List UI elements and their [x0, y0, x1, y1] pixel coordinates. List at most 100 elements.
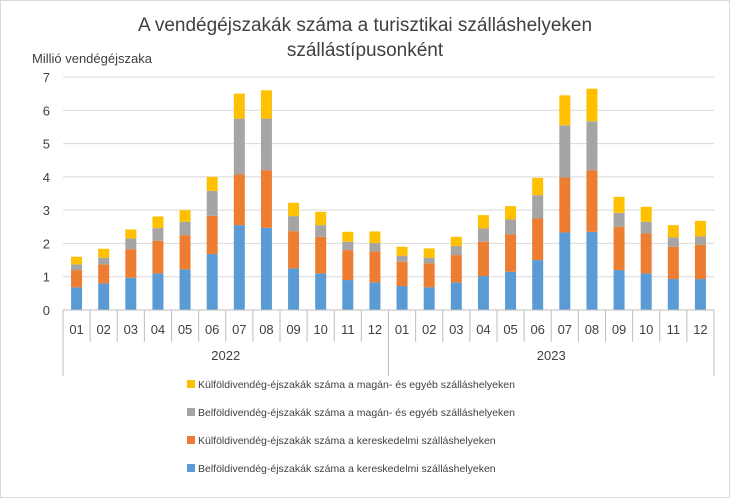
bar-segment-s0-7	[260, 227, 272, 310]
bar-segment-s2-12	[396, 255, 408, 262]
x-tick-label: 03	[124, 322, 138, 337]
bar-segment-s2-20	[613, 212, 625, 227]
bar-segment-s0-18	[559, 232, 571, 310]
bars	[71, 88, 706, 310]
bar-segment-s2-0	[71, 264, 83, 271]
bar-segment-s2-19	[586, 121, 598, 171]
bar-segment-s3-12	[396, 246, 408, 256]
y-tick-label: 1	[43, 270, 50, 285]
bar-segment-s2-5	[206, 190, 218, 216]
bar-segment-s2-21	[640, 221, 652, 234]
bar-segment-s2-9	[315, 225, 327, 237]
bar-segment-s2-6	[233, 118, 245, 175]
x-tick-label: 06	[530, 322, 544, 337]
bar-segment-s0-19	[586, 231, 598, 310]
group-label: 2022	[211, 348, 240, 363]
bar-segment-s3-19	[586, 88, 598, 122]
bar-segment-s3-11	[369, 231, 381, 244]
bar-segment-s1-5	[206, 215, 218, 255]
bar-segment-s0-4	[179, 269, 191, 310]
bar-segment-s1-10	[342, 250, 354, 281]
x-tick-label: 07	[232, 322, 246, 337]
chart-title-line-2: szállástípusonként	[287, 40, 444, 61]
bar-segment-s2-23	[694, 236, 706, 245]
bar-segment-s3-9	[315, 211, 327, 226]
bar-segment-s0-11	[369, 282, 381, 310]
bar-segment-s2-15	[477, 228, 489, 242]
bar-segment-s1-16	[505, 234, 517, 272]
bar-segment-s1-18	[559, 177, 571, 233]
x-tick-label: 08	[585, 322, 599, 337]
bar-segment-s0-13	[423, 287, 435, 310]
bar-segment-s3-10	[342, 231, 354, 242]
x-tick-label: 11	[667, 322, 681, 337]
bar-segment-s2-2	[125, 238, 137, 250]
bar-segment-s3-20	[613, 196, 625, 213]
bar-segment-s2-13	[423, 257, 435, 264]
bar-segment-s2-3	[152, 228, 164, 241]
y-tick-label: 3	[43, 203, 50, 218]
bar-segment-s1-1	[98, 264, 110, 284]
x-tick-label: 03	[449, 322, 463, 337]
x-tick-label: 10	[639, 322, 653, 337]
bar-segment-s1-14	[450, 255, 462, 283]
legend-swatch-2	[187, 408, 195, 416]
y-tick-label: 0	[43, 303, 50, 318]
bar-segment-s0-8	[288, 268, 300, 310]
y-ticks: 0 1 2 3 4 5 6 7	[43, 70, 50, 318]
x-tick-label: 04	[476, 322, 490, 337]
x-tick-label: 12	[368, 322, 382, 337]
legend: Külföldivendég-éjszakák száma a magán- é…	[187, 379, 515, 475]
bar-segment-s3-8	[288, 202, 300, 217]
legend-label-0: Belföldivendég-éjszakák száma a keresked…	[198, 463, 496, 475]
y-tick-label: 7	[43, 70, 50, 85]
bar-segment-s0-12	[396, 286, 408, 310]
y-axis-label: Millió vendégéjszaka	[32, 51, 153, 66]
bar-segment-s0-2	[125, 277, 137, 310]
bar-segment-s3-15	[477, 215, 489, 229]
bar-segment-s0-22	[667, 279, 679, 310]
x-tick-label: 04	[151, 322, 165, 337]
legend-swatch-0	[187, 464, 195, 472]
bar-segment-s2-4	[179, 221, 191, 236]
bar-segment-s3-4	[179, 210, 191, 222]
x-tick-label: 01	[69, 322, 83, 337]
bar-segment-s0-10	[342, 280, 354, 310]
bar-segment-s1-9	[315, 236, 327, 274]
bar-segment-s2-8	[288, 216, 300, 232]
bar-segment-s0-9	[315, 273, 327, 310]
bar-segment-s0-5	[206, 254, 218, 310]
x-tick-label: 10	[313, 322, 327, 337]
bar-segment-s3-1	[98, 248, 110, 258]
bar-segment-s0-21	[640, 273, 652, 310]
legend-label-3: Külföldivendég-éjszakák száma a magán- é…	[198, 379, 515, 391]
y-tick-label: 2	[43, 236, 50, 251]
y-tick-label: 6	[43, 103, 50, 118]
x-tick-label: 09	[612, 322, 626, 337]
bar-segment-s1-21	[640, 233, 652, 274]
x-tick-label: 01	[395, 322, 409, 337]
x-axis: 01 02 03 04 05 06 07 08 09 10 11 12 2022 01 02 03 04 05 06…	[62, 309, 715, 376]
bar-segment-s2-14	[450, 246, 462, 256]
x-tick-label: 02	[96, 322, 110, 337]
x-tick-label: 09	[286, 322, 300, 337]
bar-segment-s2-7	[260, 118, 272, 171]
legend-swatch-3	[187, 380, 195, 388]
legend-swatch-1	[187, 436, 195, 444]
x-tick-label: 07	[558, 322, 572, 337]
chart-title-line-1: A vendégéjszakák száma a turisztikai szá…	[138, 15, 592, 36]
bar-segment-s1-15	[477, 241, 489, 277]
bar-segment-s3-22	[667, 225, 679, 238]
x-tick-label: 05	[503, 322, 517, 337]
bar-segment-s1-7	[260, 170, 272, 228]
bar-segment-s0-3	[152, 273, 164, 310]
legend-label-1: Külföldivendég-éjszakák száma a keresked…	[198, 435, 496, 447]
group-label: 2023	[537, 348, 566, 363]
bar-segment-s3-5	[206, 176, 218, 191]
bar-segment-s2-1	[98, 257, 110, 265]
x-tick-label: 02	[422, 322, 436, 337]
bar-segment-s1-17	[532, 218, 544, 261]
bar-segment-s0-6	[233, 225, 245, 310]
bar-segment-s3-17	[532, 177, 544, 196]
